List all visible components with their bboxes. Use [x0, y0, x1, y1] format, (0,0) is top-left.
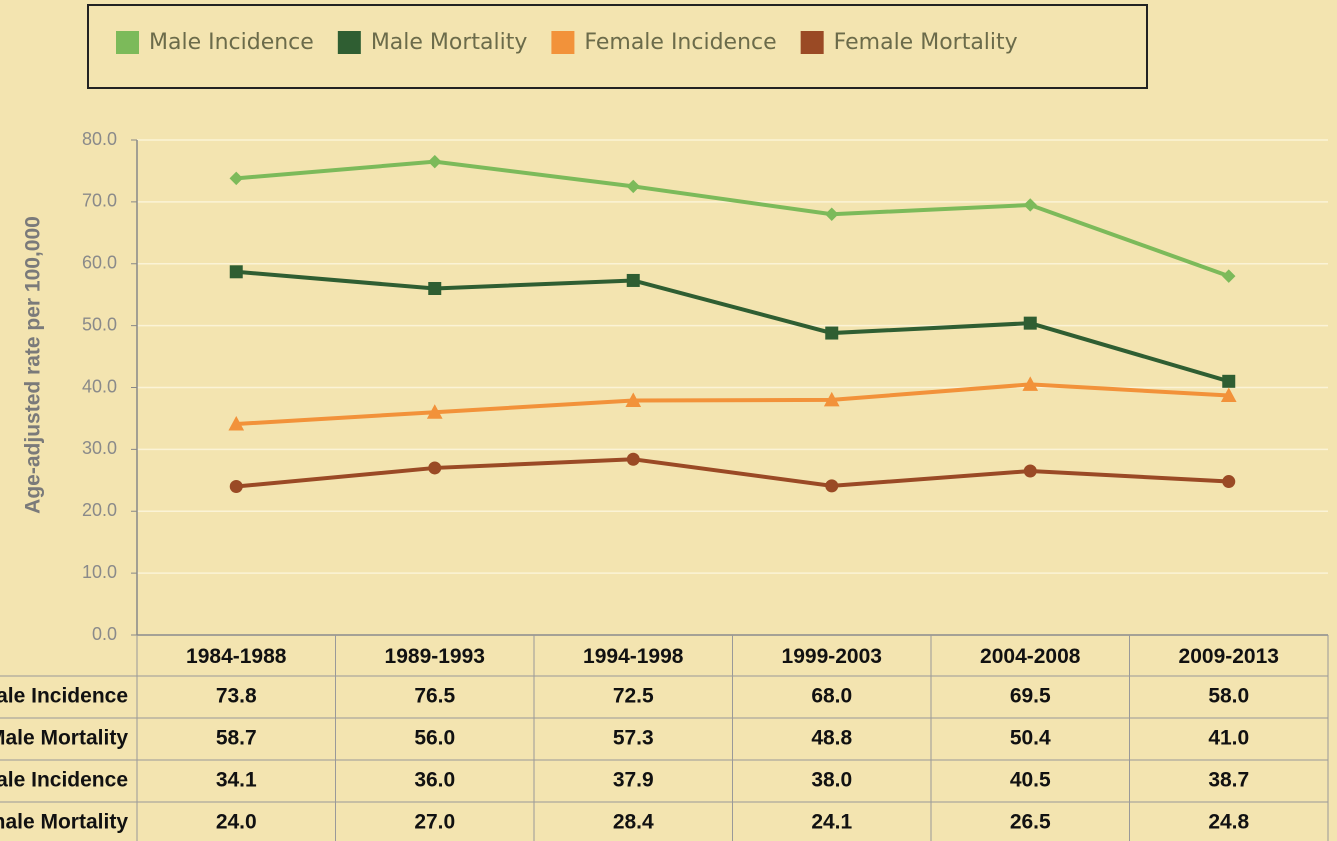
marker [1223, 270, 1235, 282]
x-tick-label: 1989-1993 [385, 645, 485, 668]
table-cell: 56.0 [414, 727, 455, 750]
table-cell: 24.8 [1208, 811, 1249, 834]
table-cell: 40.5 [1010, 769, 1051, 792]
table-cell: 38.7 [1208, 769, 1249, 792]
marker [627, 274, 639, 286]
table-cell: 26.5 [1010, 811, 1051, 834]
table-cell: 24.1 [811, 811, 852, 834]
marker [429, 156, 441, 168]
table-cell: 50.4 [1010, 727, 1051, 750]
table-cell: 36.0 [414, 769, 455, 792]
y-tick-label: 80.0 [82, 129, 117, 149]
row-label: Male Incidence [0, 685, 128, 708]
marker [1024, 199, 1036, 211]
legend-label: Male Incidence [149, 30, 314, 55]
row-label: Female Mortality [0, 811, 128, 834]
y-tick-label: 10.0 [82, 562, 117, 582]
marker [627, 453, 639, 465]
marker [1024, 465, 1036, 477]
marker [826, 327, 838, 339]
x-tick-label: 2004-2008 [980, 645, 1081, 668]
marker [429, 283, 441, 295]
legend-label: Female Mortality [834, 30, 1018, 55]
table-cell: 27.0 [414, 811, 455, 834]
legend-label: Male Mortality [371, 30, 528, 55]
marker [1024, 317, 1036, 329]
row-label: Female Incidence [0, 769, 128, 792]
series-line [236, 162, 1229, 276]
table-cell: 68.0 [811, 685, 852, 708]
table-cell: 38.0 [811, 769, 852, 792]
marker [230, 266, 242, 278]
y-tick-label: 60.0 [82, 253, 117, 273]
series-line [236, 272, 1229, 382]
table-cell: 76.5 [414, 685, 455, 708]
legend-swatch [551, 31, 574, 54]
table-cell: 58.0 [1208, 685, 1249, 708]
x-tick-label: 1999-2003 [782, 645, 882, 668]
y-tick-label: 30.0 [82, 438, 117, 458]
x-tick-label: 2009-2013 [1179, 645, 1279, 668]
legend-swatch [801, 31, 824, 54]
legend-swatch [338, 31, 361, 54]
row-label: Male Mortality [0, 727, 128, 750]
table-cell: 57.3 [613, 727, 654, 750]
x-tick-label: 1994-1998 [583, 645, 684, 668]
y-tick-label: 20.0 [82, 500, 117, 520]
y-tick-label: 40.0 [82, 376, 117, 396]
y-tick-label: 0.0 [92, 624, 117, 644]
marker [230, 481, 242, 493]
table-cell: 24.0 [216, 811, 257, 834]
marker [230, 172, 242, 184]
x-tick-label: 1984-1988 [186, 645, 287, 668]
table-cell: 73.8 [216, 685, 257, 708]
marker [826, 208, 838, 220]
series-line [236, 459, 1229, 486]
table-cell: 69.5 [1010, 685, 1051, 708]
y-tick-label: 50.0 [82, 314, 117, 334]
series-line [236, 384, 1229, 424]
marker [826, 480, 838, 492]
table-cell: 48.8 [811, 727, 852, 750]
table-cell: 41.0 [1208, 727, 1249, 750]
marker [1223, 476, 1235, 488]
marker [429, 462, 441, 474]
table-cell: 28.4 [613, 811, 654, 834]
table-cell: 37.9 [613, 769, 654, 792]
legend-swatch [116, 31, 139, 54]
y-axis-label: Age-adjusted rate per 100,000 [22, 216, 45, 514]
table-cell: 58.7 [216, 727, 257, 750]
marker [1223, 375, 1235, 387]
marker [627, 180, 639, 192]
chart: Age-adjusted rate per 100,000 0.0 10.0 20.… [0, 0, 1337, 841]
y-tick-label: 70.0 [82, 191, 117, 211]
page: {"chart_data": {"type": "line", "y_label… [0, 0, 1337, 841]
table-cell: 34.1 [216, 769, 257, 792]
legend-label: Female Incidence [584, 30, 776, 55]
table-cell: 72.5 [613, 685, 654, 708]
